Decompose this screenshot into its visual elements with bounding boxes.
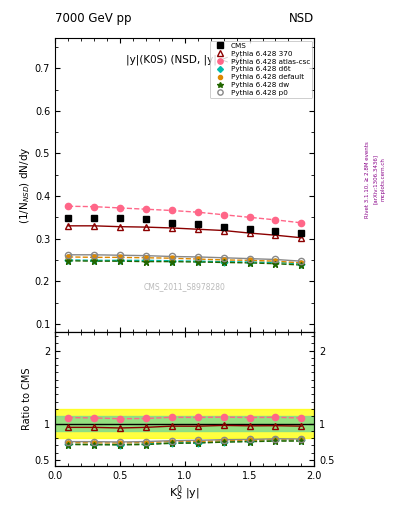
Text: mcplots.cern.ch: mcplots.cern.ch [381,157,386,201]
Line: CMS: CMS [65,215,305,236]
Pythia 6.428 d6t [195,258,200,264]
Pythia 6.428 d6t [66,257,70,263]
Pythia 6.428 370 [92,223,96,229]
Bar [55,416,314,431]
Pythia 6.428 atlas-csc [118,205,122,211]
Pythia 6.428 370 [143,224,148,230]
Pythia 6.428 atlas-csc [143,206,148,212]
Bar [55,409,314,438]
Pythia 6.428 d6t [169,258,174,264]
CMS [143,217,148,223]
Pythia 6.428 default [169,255,174,261]
Pythia 6.428 atlas-csc [195,209,200,215]
Y-axis label: (1/N$_{NSD}$) dN/dy: (1/N$_{NSD}$) dN/dy [18,146,32,224]
Pythia 6.428 default [195,256,200,262]
Line: Pythia 6.428 370: Pythia 6.428 370 [65,223,305,241]
Pythia 6.428 dw [195,259,200,265]
Text: 7000 GeV pp: 7000 GeV pp [55,12,132,25]
CMS [273,228,278,234]
Pythia 6.428 atlas-csc [299,220,304,226]
Pythia 6.428 d6t [92,257,96,263]
Text: CMS_2011_S8978280: CMS_2011_S8978280 [144,282,226,291]
Pythia 6.428 d6t [118,257,122,263]
CMS [299,230,304,236]
Pythia 6.428 dw [143,259,148,265]
Pythia 6.428 d6t [247,259,252,265]
Pythia 6.428 dw [273,261,278,267]
Pythia 6.428 atlas-csc [169,207,174,214]
Line: Pythia 6.428 p0: Pythia 6.428 p0 [65,252,305,264]
Pythia 6.428 dw [66,258,70,264]
Pythia 6.428 370 [195,226,200,232]
CMS [92,215,96,221]
Legend: CMS, Pythia 6.428 370, Pythia 6.428 atlas-csc, Pythia 6.428 d6t, Pythia 6.428 de: CMS, Pythia 6.428 370, Pythia 6.428 atla… [210,40,312,98]
Pythia 6.428 370 [299,234,304,241]
Pythia 6.428 atlas-csc [66,203,70,209]
Pythia 6.428 dw [299,262,304,268]
CMS [195,221,200,227]
Pythia 6.428 p0 [169,253,174,260]
Pythia 6.428 default [221,257,226,263]
X-axis label: K$^0_S$ |y|: K$^0_S$ |y| [169,483,200,503]
Line: Pythia 6.428 default: Pythia 6.428 default [66,254,304,265]
Pythia 6.428 dw [169,259,174,265]
Pythia 6.428 p0 [92,252,96,258]
Pythia 6.428 p0 [118,252,122,258]
Pythia 6.428 d6t [221,259,226,265]
Pythia 6.428 d6t [273,260,278,266]
Line: Pythia 6.428 dw: Pythia 6.428 dw [64,258,305,268]
CMS [169,220,174,226]
Pythia 6.428 370 [169,225,174,231]
Pythia 6.428 atlas-csc [247,214,252,220]
Pythia 6.428 p0 [143,252,148,259]
Pythia 6.428 370 [273,232,278,238]
Pythia 6.428 370 [118,224,122,230]
Pythia 6.428 default [92,254,96,261]
Text: Rivet 3.1.10, ≥ 2.8M events: Rivet 3.1.10, ≥ 2.8M events [365,141,370,218]
Pythia 6.428 370 [66,223,70,229]
Line: Pythia 6.428 d6t: Pythia 6.428 d6t [66,258,304,266]
Text: |y|(K0S) (NSD, |y| < 2): |y|(K0S) (NSD, |y| < 2) [126,55,243,65]
Pythia 6.428 atlas-csc [92,204,96,210]
Pythia 6.428 p0 [273,257,278,263]
Pythia 6.428 default [66,254,70,260]
CMS [221,224,226,230]
Pythia 6.428 370 [247,230,252,236]
Text: [arXiv:1306.3436]: [arXiv:1306.3436] [373,154,378,204]
Pythia 6.428 default [118,254,122,261]
Pythia 6.428 dw [247,260,252,266]
CMS [247,226,252,232]
Pythia 6.428 d6t [143,257,148,263]
Pythia 6.428 default [299,260,304,266]
Pythia 6.428 default [143,254,148,261]
CMS [66,215,70,221]
Pythia 6.428 370 [221,227,226,233]
Pythia 6.428 p0 [247,255,252,262]
Pythia 6.428 p0 [221,254,226,261]
Pythia 6.428 default [273,258,278,264]
Pythia 6.428 dw [92,258,96,264]
Pythia 6.428 dw [118,258,122,264]
Pythia 6.428 d6t [299,261,304,267]
CMS [118,215,122,221]
Pythia 6.428 p0 [299,258,304,264]
Pythia 6.428 p0 [66,252,70,258]
Pythia 6.428 atlas-csc [221,211,226,218]
Pythia 6.428 dw [221,260,226,266]
Line: Pythia 6.428 atlas-csc: Pythia 6.428 atlas-csc [65,203,305,226]
Y-axis label: Ratio to CMS: Ratio to CMS [22,368,32,431]
Pythia 6.428 atlas-csc [273,217,278,223]
Pythia 6.428 default [247,257,252,263]
Pythia 6.428 p0 [195,254,200,260]
Text: NSD: NSD [289,12,314,25]
